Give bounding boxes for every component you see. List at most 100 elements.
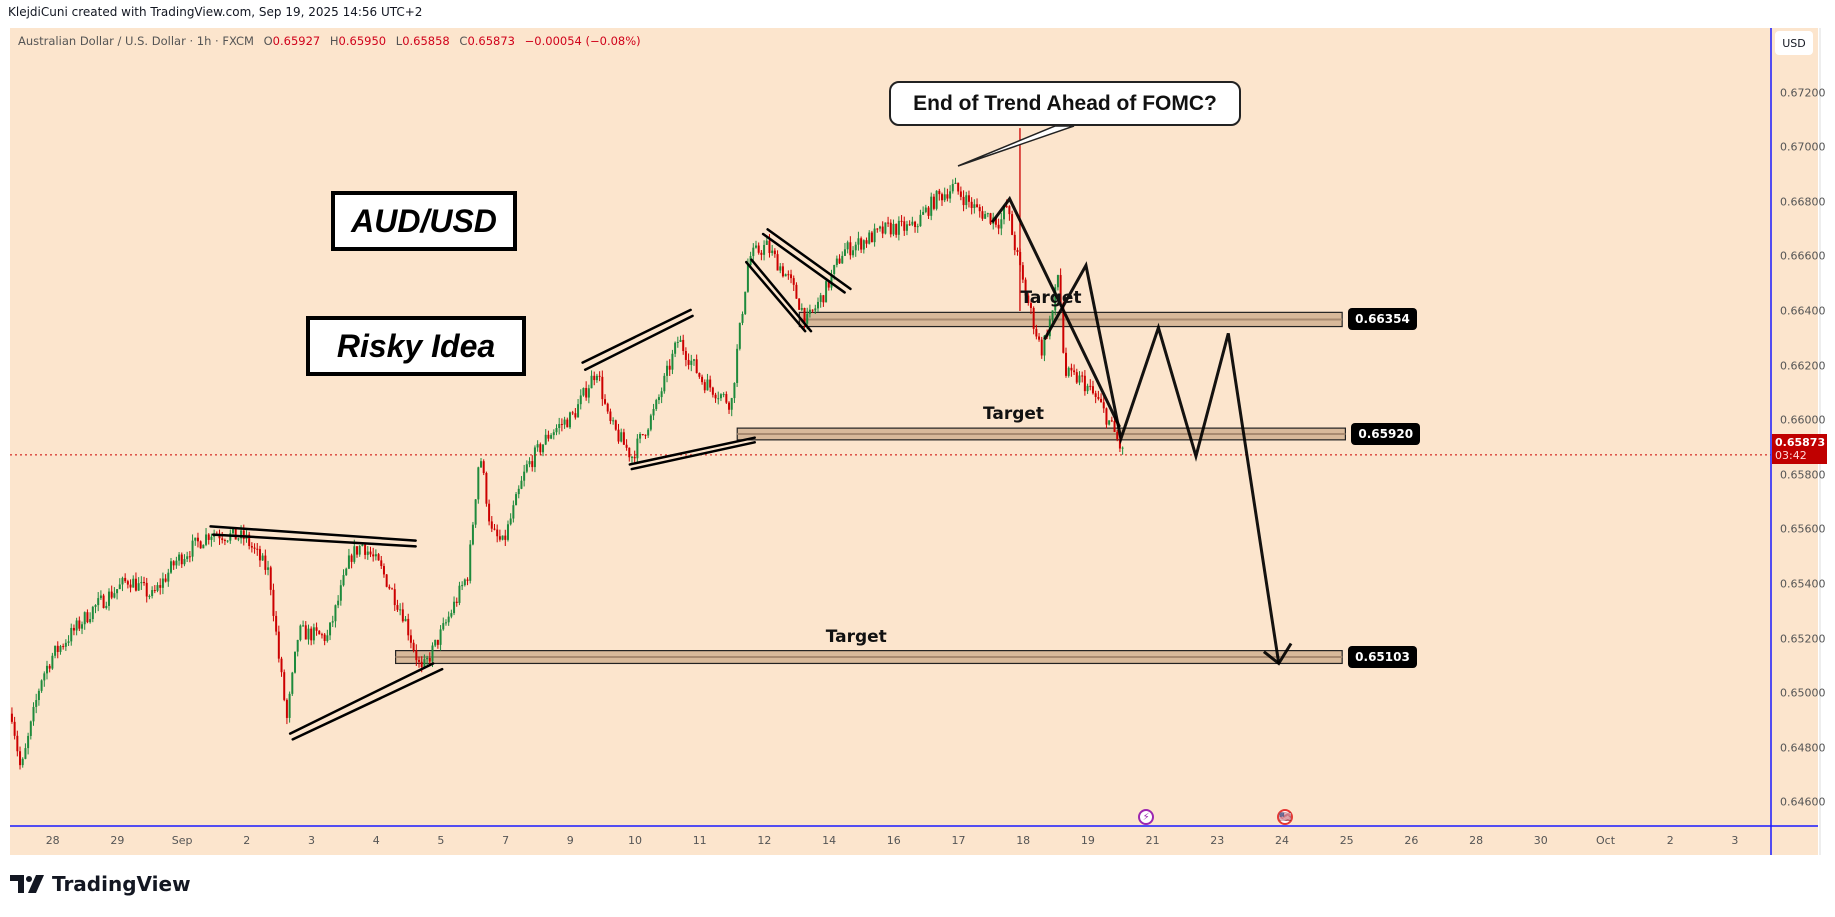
candle-up (930, 196, 933, 216)
price-tick-label: 0.66400 (1780, 304, 1826, 318)
candle-down (380, 560, 383, 567)
target-label: Target (982, 404, 1045, 425)
time-tick-label: 23 (1210, 834, 1225, 847)
candle-up (666, 365, 669, 376)
candle-down (604, 399, 607, 404)
chart-pane[interactable] (10, 28, 1818, 855)
candle-up (64, 642, 67, 647)
candle-down (1038, 336, 1041, 340)
candle-down (994, 217, 997, 225)
us-flag-icon[interactable]: 🇺🇸 (1277, 809, 1294, 825)
candle-down (614, 420, 617, 430)
candle-up (986, 213, 989, 215)
candle-up (706, 379, 709, 391)
candle-down (531, 461, 534, 468)
candle-up (935, 190, 938, 209)
candle-down (485, 472, 488, 504)
candle-down (242, 530, 245, 539)
candle-down (860, 238, 863, 250)
candle-up (229, 533, 232, 541)
candle-down (420, 661, 423, 668)
trendline (291, 667, 444, 741)
candle-down (248, 534, 251, 547)
candle-down (1011, 214, 1014, 235)
candle-up (515, 494, 518, 506)
time-tick-label: 3 (308, 834, 315, 847)
candle-up (1121, 447, 1124, 449)
symbol-name[interactable]: Australian Dollar / U.S. Dollar · 1h · F… (18, 34, 254, 48)
candle-up (439, 629, 442, 645)
candle-down (703, 382, 706, 391)
candle-down (1062, 303, 1065, 353)
candle-down (172, 561, 175, 566)
candle-down (180, 554, 183, 565)
candle-down (388, 586, 391, 589)
candle-up (779, 266, 782, 271)
candle-down (682, 339, 685, 352)
candle-up (897, 220, 900, 235)
candle-down (315, 627, 318, 631)
currency-button[interactable]: USD (1775, 31, 1813, 55)
candle-up (843, 249, 846, 256)
candle-up (339, 585, 342, 601)
candle-up (24, 748, 27, 759)
candle-down (277, 631, 280, 659)
trendline (209, 525, 417, 542)
pair-title: AUD/USD (351, 202, 497, 239)
candle-up (674, 342, 677, 354)
candle-up (426, 658, 429, 660)
candle-down (498, 536, 501, 540)
candle-down (159, 585, 162, 588)
candle-down (1097, 396, 1100, 399)
candle-up (806, 313, 809, 324)
candle-up (113, 593, 116, 598)
candle-up (1078, 375, 1081, 383)
candle-down (1073, 370, 1076, 373)
risk-note-box: Risky Idea (306, 316, 526, 376)
candle-down (356, 546, 359, 555)
footer-logo[interactable]: TradingView (10, 872, 191, 896)
candle-up (765, 240, 768, 245)
candle-up (878, 226, 881, 229)
time-tick-label: 16 (886, 834, 901, 847)
candle-up (97, 598, 100, 606)
high-label: H (329, 34, 339, 48)
candle-up (841, 255, 844, 264)
candle-up (951, 183, 954, 192)
candle-up (40, 680, 43, 691)
candle-down (574, 413, 577, 418)
candle-down (409, 635, 412, 643)
candle-up (835, 258, 838, 266)
candle-down (787, 274, 790, 276)
candle-down (320, 634, 323, 636)
candle-up (67, 641, 70, 643)
candle-up (639, 434, 642, 439)
candle-down (350, 555, 353, 562)
candle-down (838, 258, 841, 264)
target-label: Target (1020, 288, 1082, 309)
candle-up (550, 435, 553, 439)
candle-up (722, 394, 725, 396)
candle-down (72, 627, 75, 631)
candle-down (126, 581, 129, 585)
candle-up (954, 182, 957, 184)
candle-up (21, 758, 24, 766)
candle-up (302, 625, 305, 627)
candle-down (803, 307, 806, 324)
trendline (761, 232, 846, 294)
candle-down (790, 274, 793, 279)
lightning-icon[interactable]: ⚡ (1138, 809, 1155, 825)
candle-down (962, 196, 965, 206)
candle-down (903, 221, 906, 231)
time-tick-label: 24 (1275, 834, 1289, 847)
candle-down (1094, 393, 1097, 397)
candle-down (1102, 402, 1105, 409)
projection-path (990, 195, 1121, 428)
candle-down (401, 609, 404, 622)
candle-up (202, 544, 205, 549)
candle-up (620, 432, 623, 442)
candle-down (598, 375, 601, 377)
candle-down (504, 535, 507, 540)
candle-countdown: 03:42 (1775, 448, 1807, 462)
